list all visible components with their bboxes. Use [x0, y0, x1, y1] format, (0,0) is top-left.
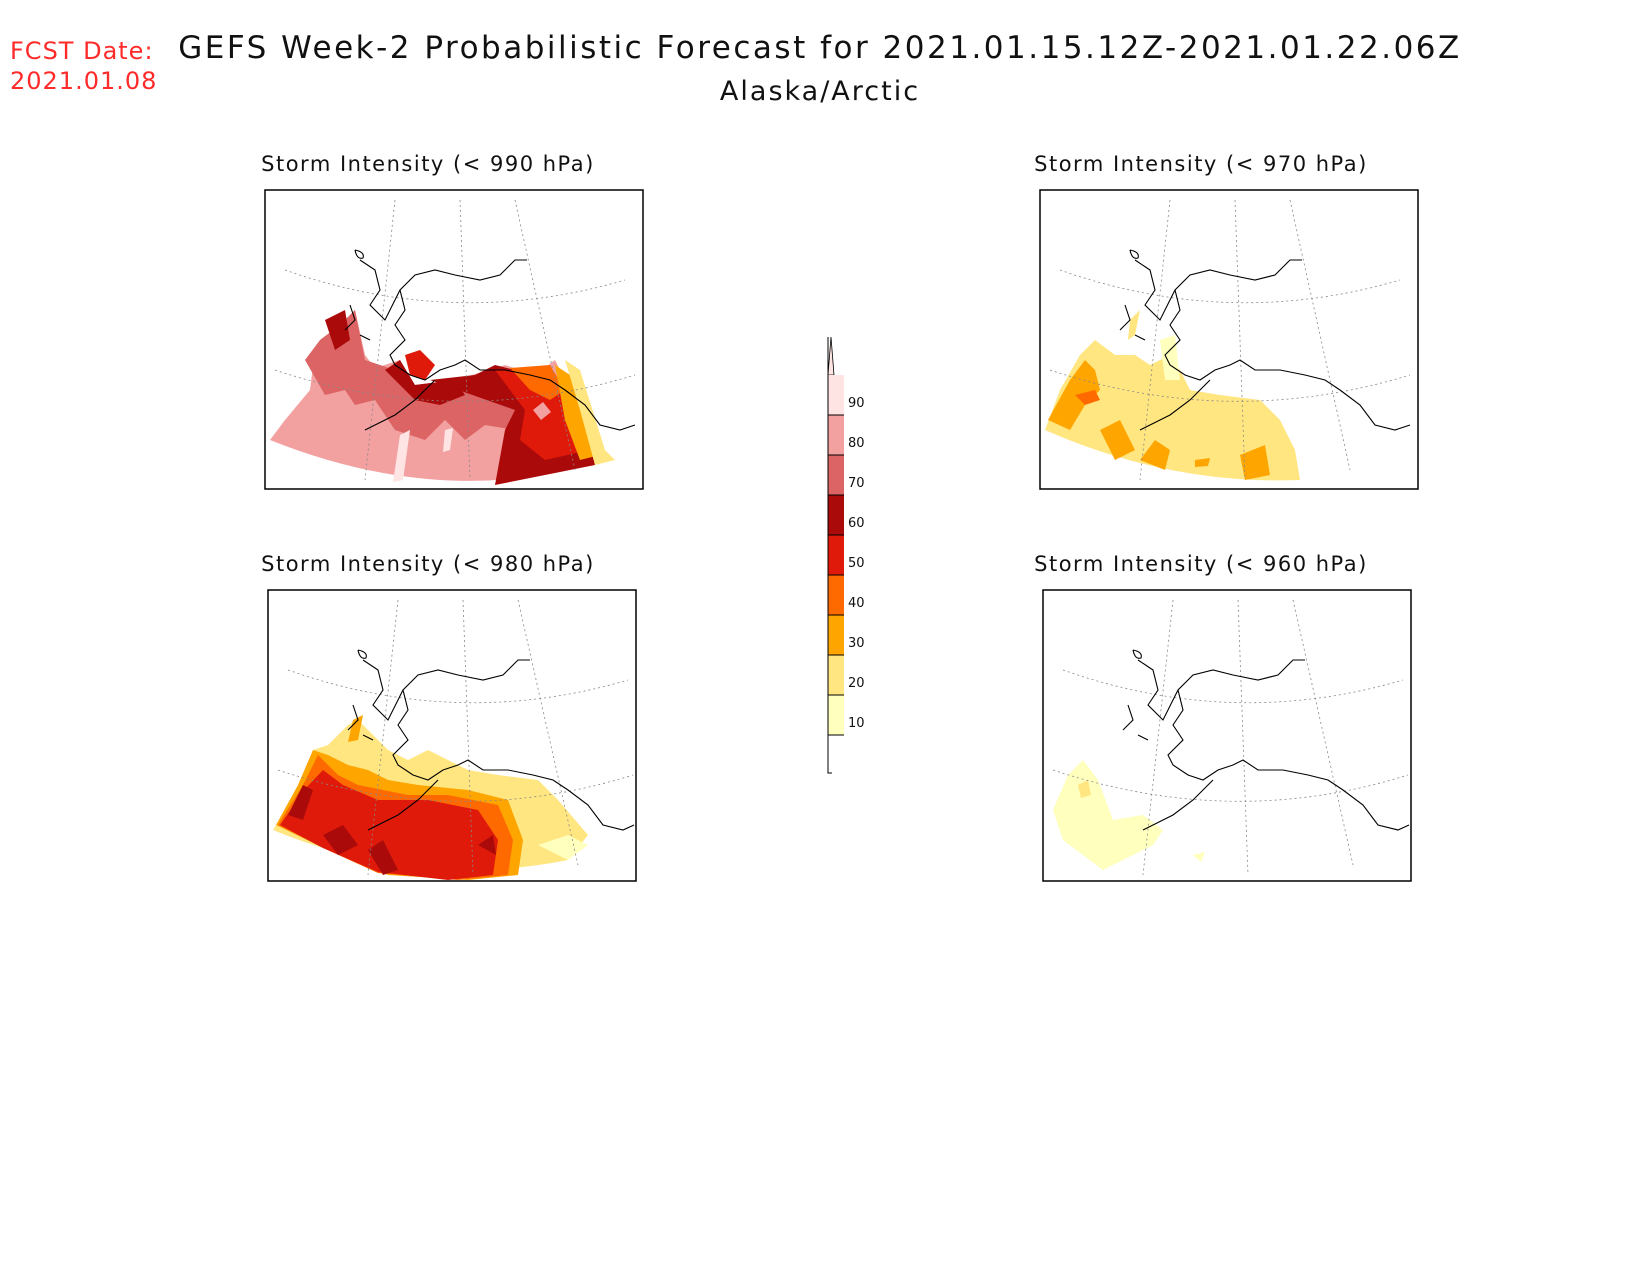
map-panel-960 [1042, 589, 1412, 882]
panel-title-990: Storm Intensity (< 990 hPa) [261, 152, 595, 176]
colorbar-swatch [828, 575, 844, 615]
probability-shading [1053, 760, 1205, 870]
forecast-date-label: FCST Date: [10, 37, 154, 65]
colorbar-label: 40 [848, 596, 865, 611]
colorbar-labels: 90 80 70 60 50 40 30 20 10 [828, 396, 865, 736]
colorbar-top-triangle [827, 336, 835, 376]
colorbar-label: 50 [848, 556, 865, 571]
colorbar-swatches [827, 336, 844, 774]
coastline [344, 249, 636, 431]
probability-shading [1045, 310, 1300, 481]
coastline [1122, 649, 1410, 831]
colorbar-swatch [828, 375, 844, 415]
map-panel-970 [1039, 189, 1419, 490]
colorbar-swatch [828, 695, 844, 735]
colorbar: 90 80 70 60 50 40 30 20 10 [827, 336, 865, 774]
panel-title-960: Storm Intensity (< 960 hPa) [1034, 552, 1368, 576]
colorbar-label: 30 [848, 636, 865, 651]
graticule [1052, 599, 1409, 876]
colorbar-label: 60 [848, 516, 865, 531]
map-panel-990 [264, 189, 644, 490]
colorbar-swatch [828, 535, 844, 575]
page-title: GEFS Week-2 Probabilistic Forecast for 2… [178, 30, 1462, 66]
panel-title-980: Storm Intensity (< 980 hPa) [261, 552, 595, 576]
colorbar-swatch [828, 455, 844, 495]
colorbar-label: 90 [848, 396, 865, 411]
map-panel-980 [267, 589, 637, 882]
panel-title-970: Storm Intensity (< 970 hPa) [1034, 152, 1368, 176]
colorbar-swatch [828, 495, 844, 535]
colorbar-swatch [828, 655, 844, 695]
colorbar-label: 80 [848, 436, 865, 451]
forecast-date-block: FCST Date: 2021.01.08 [10, 36, 157, 96]
graticule [277, 599, 634, 876]
colorbar-label: 10 [848, 716, 865, 731]
forecast-date-value: 2021.01.08 [10, 67, 158, 95]
page-subtitle: Alaska/Arctic [719, 76, 921, 107]
colorbar-swatch [828, 615, 844, 655]
colorbar-swatch [828, 415, 844, 455]
coastline [347, 649, 635, 831]
colorbar-label: 70 [848, 476, 865, 491]
coastline [1119, 249, 1411, 431]
colorbar-label: 20 [848, 676, 865, 691]
graticule [1049, 199, 1411, 481]
graticule [274, 199, 636, 481]
